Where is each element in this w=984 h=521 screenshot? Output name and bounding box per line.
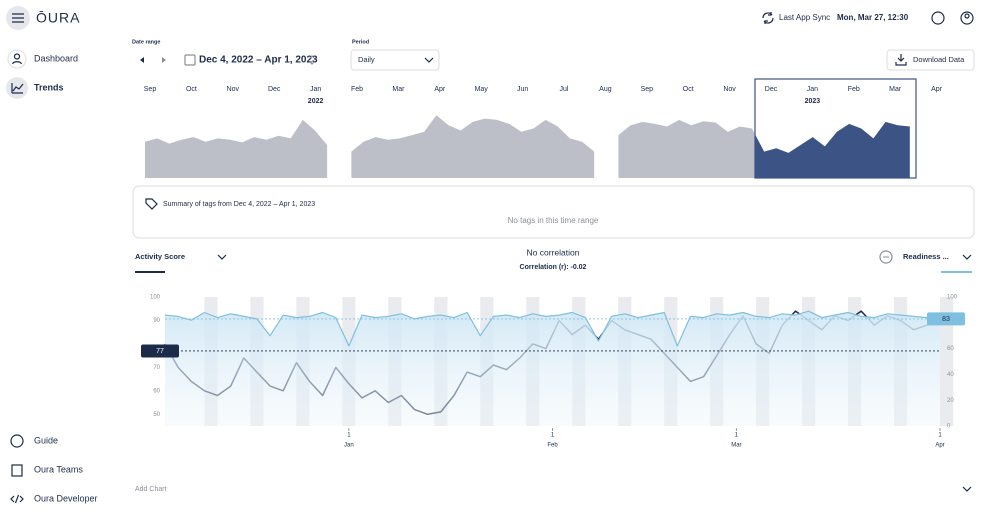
overview-month: Dec bbox=[268, 86, 281, 93]
overview-month: Dec bbox=[765, 86, 778, 93]
overview-month: Mar bbox=[392, 86, 405, 93]
overview-month: Jun bbox=[517, 86, 528, 93]
overview-year: 2023 bbox=[805, 98, 821, 105]
sync-time: Mon, Mar 27, 12:30 bbox=[837, 13, 909, 22]
download-label: Download Data bbox=[913, 55, 965, 64]
date-range[interactable]: Dec 4, 2022 – Apr 1, 2023 bbox=[199, 55, 318, 66]
tag-icon bbox=[145, 198, 158, 210]
average-badge bbox=[927, 312, 965, 326]
calendar-icon[interactable] bbox=[184, 54, 196, 66]
sync-icon bbox=[762, 12, 774, 24]
nav-icon bbox=[10, 494, 24, 504]
x-tick-label: 1 bbox=[551, 433, 555, 439]
overview-month: Sep bbox=[144, 86, 157, 93]
nav-item[interactable]: Oura Developer bbox=[34, 493, 98, 503]
series-area bbox=[165, 311, 940, 426]
help-button[interactable] bbox=[931, 11, 945, 25]
y-tick-label: 50 bbox=[153, 412, 160, 418]
y2-tick-label: 0 bbox=[947, 424, 951, 430]
tags-empty: No tags in this time range bbox=[508, 216, 599, 225]
overview-month: Jul bbox=[560, 86, 569, 93]
nav-icon bbox=[13, 53, 21, 60]
x-tick-month: Feb bbox=[547, 443, 558, 449]
series-line bbox=[164, 310, 941, 347]
x-tick-label: 1 bbox=[735, 433, 739, 439]
download-button[interactable] bbox=[886, 49, 975, 71]
menu-icon bbox=[12, 13, 24, 23]
overview-month: Jan bbox=[807, 86, 818, 93]
nav-icon bbox=[10, 434, 24, 448]
overview-month: May bbox=[475, 86, 489, 93]
average-label: 83 bbox=[942, 316, 950, 323]
sync-label: Last App Sync bbox=[779, 13, 830, 22]
logo: ŌURA bbox=[36, 10, 80, 26]
x-tick-label: 1 bbox=[938, 433, 942, 439]
overview-year: 2022 bbox=[308, 98, 324, 105]
overview-month: Jan bbox=[310, 86, 321, 93]
date-range-label: Date range bbox=[132, 39, 160, 45]
series-selector[interactable]: Readiness ... bbox=[903, 252, 949, 261]
chevron bbox=[424, 57, 434, 63]
overview-month: Nov bbox=[227, 86, 240, 93]
y-tick-label: 60 bbox=[153, 388, 160, 394]
y2-tick-label: 60 bbox=[947, 346, 954, 352]
nav-item[interactable]: Trends bbox=[34, 82, 64, 92]
correlation-title: No correlation bbox=[527, 247, 580, 257]
overview-month: Nov bbox=[723, 86, 736, 93]
nav-icon bbox=[11, 464, 23, 477]
tags-panel bbox=[132, 185, 975, 239]
download-icon bbox=[895, 54, 907, 66]
period-select[interactable] bbox=[350, 49, 440, 71]
overview-area bbox=[145, 115, 755, 178]
period-value: Daily bbox=[358, 55, 375, 64]
overview-month: Oct bbox=[186, 86, 197, 93]
next-button[interactable] bbox=[162, 57, 166, 63]
range-stepper[interactable] bbox=[309, 55, 315, 65]
overview-month: Sep bbox=[641, 86, 654, 93]
overview-area-selected bbox=[755, 121, 910, 178]
profile-button[interactable] bbox=[960, 11, 974, 25]
overview-month: Feb bbox=[351, 86, 363, 93]
y2-tick-label: 100 bbox=[947, 295, 958, 301]
series-selector[interactable]: Activity Score bbox=[135, 252, 185, 261]
chevron[interactable] bbox=[962, 486, 972, 492]
average-badge bbox=[141, 344, 179, 358]
add-chart[interactable]: Add Chart bbox=[135, 486, 167, 493]
y2-tick-label: 40 bbox=[947, 372, 954, 378]
correlation-value: Correlation (r): -0.02 bbox=[520, 264, 587, 271]
tags-title: Summary of tags from Dec 4, 2022 – Apr 1… bbox=[163, 201, 315, 208]
nav-icon bbox=[11, 61, 23, 65]
profile-icon bbox=[964, 13, 970, 19]
prev-button[interactable] bbox=[140, 57, 144, 63]
y-tick-label: 90 bbox=[153, 318, 160, 324]
overview-month: Apr bbox=[434, 86, 446, 93]
nav-icon bbox=[7, 49, 27, 69]
overview-month: Feb bbox=[848, 86, 860, 93]
x-tick-month: Mar bbox=[731, 443, 741, 449]
nav-item[interactable]: Dashboard bbox=[34, 53, 78, 63]
nav-item[interactable]: Guide bbox=[34, 435, 58, 445]
y-tick-label: 70 bbox=[153, 365, 160, 371]
x-tick-label: 1 bbox=[347, 433, 351, 439]
chevron[interactable] bbox=[962, 254, 972, 260]
overview-month: Aug bbox=[599, 86, 612, 93]
overview-month: Apr bbox=[931, 86, 943, 93]
y-tick-label: 100 bbox=[150, 295, 161, 301]
weekend-band bbox=[940, 297, 954, 426]
nav-icon bbox=[11, 83, 24, 94]
y2-tick-label: 20 bbox=[947, 398, 954, 404]
period-label: Period bbox=[352, 39, 369, 45]
remove-series[interactable] bbox=[879, 250, 893, 264]
chevron[interactable] bbox=[217, 254, 227, 260]
x-tick-month: Apr bbox=[935, 443, 944, 449]
nav-item[interactable]: Oura Teams bbox=[34, 464, 83, 474]
x-tick-month: Jan bbox=[344, 443, 354, 449]
overview-month: Mar bbox=[889, 86, 902, 93]
overview-month: Oct bbox=[683, 86, 694, 93]
average-label: 77 bbox=[156, 348, 164, 355]
overview-selection bbox=[754, 78, 917, 179]
